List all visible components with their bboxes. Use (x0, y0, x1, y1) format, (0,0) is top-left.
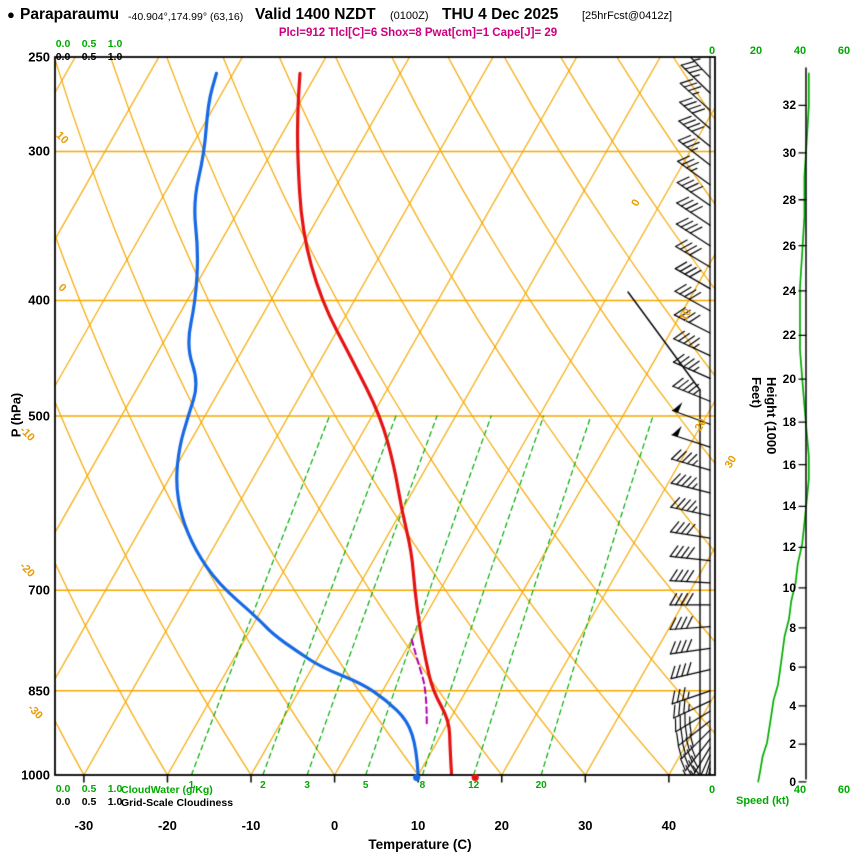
skewt-plot-canvas (0, 0, 850, 860)
skewt-sounding-screenshot: ● Paraparaumu -40.904°,174.99° (63,16) V… (0, 0, 850, 860)
